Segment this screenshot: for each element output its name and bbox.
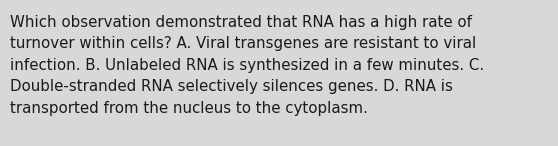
Text: Which observation demonstrated that RNA has a high rate of
turnover within cells: Which observation demonstrated that RNA … xyxy=(10,15,484,116)
